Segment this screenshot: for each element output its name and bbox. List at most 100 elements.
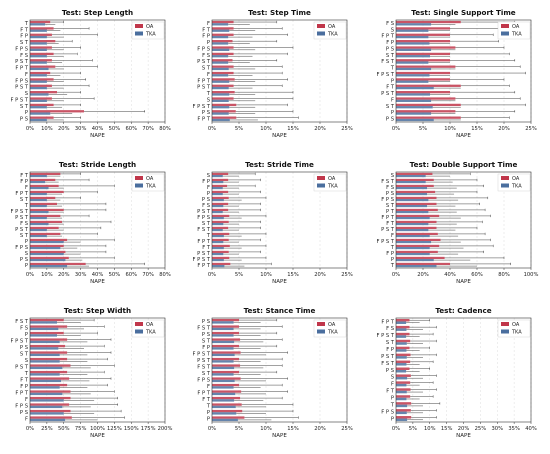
legend-label: TKA [511,32,522,38]
bar-oa [30,244,64,247]
x-tick-label: 10% [260,426,272,432]
bar-oa [212,338,241,341]
category-label: F P [386,347,394,353]
bar-oa [396,172,433,175]
category-label: S T [202,221,211,227]
category-label: S T [202,339,211,345]
x-tick-label: 25% [41,426,53,432]
category-label: F [25,72,28,78]
bar-tka [212,347,234,350]
x-tick-label: 10% [41,272,53,278]
bar-tka [30,334,57,337]
bar-oa [212,256,230,259]
category-label: F [391,97,394,103]
bar-tka [30,366,63,370]
bar-oa [212,20,234,24]
bar-tka [30,42,47,45]
bar-oa [396,339,411,343]
bar-oa [396,178,434,181]
legend-swatch [501,24,509,28]
x-tick-label: 50% [109,272,121,278]
category-label: F S [20,221,28,227]
bar-tka [30,235,47,238]
bar-oa [30,20,51,24]
legend-swatch [135,176,143,180]
bar-oa [30,214,61,217]
category-label: T [206,404,211,410]
category-label: F P T [381,34,394,40]
x-axis-label: NAPE [90,433,105,439]
category-label: F P S T [10,97,28,103]
bar-oa [396,238,441,241]
legend-label: TKA [145,32,156,38]
category-label: F P [20,179,28,185]
bar-oa [396,220,437,223]
category-label: P S T [15,215,29,221]
bar-oa [396,226,437,229]
category-label: F P S [15,404,28,410]
bar-tka [396,223,429,226]
x-axis-label: NAPE [272,133,287,139]
category-label: F P T [197,263,210,269]
bar-oa [212,65,234,68]
bar-oa [396,367,410,370]
category-label: S T [20,197,29,203]
category-label: F P T [15,66,28,72]
bar-tka [30,259,66,262]
legend-swatch [317,183,325,188]
category-label: P S [202,197,210,203]
category-label: F P S T [376,239,394,245]
category-label: P T [386,209,395,215]
bar-oa [212,116,237,119]
bar-tka [30,93,49,96]
category-label: S T [386,104,395,110]
bar-tka [396,93,431,96]
bar-oa [212,331,239,335]
category-label: P S T [381,354,395,360]
category-label: F [391,233,394,239]
category-label: F S T [197,227,211,233]
category-label: F S T [197,326,211,332]
bar-tka [396,335,407,338]
x-tick-label: 100% [90,426,105,432]
bar-tka [396,265,437,268]
category-label: S T [202,371,211,377]
bar-tka [30,86,47,90]
bar-tka [212,99,229,102]
category-label: P S T [197,251,211,257]
bar-tka [30,35,47,39]
legend-label: OA [512,24,520,30]
category-label: T [390,263,395,269]
x-tick-label: 25% [341,126,353,132]
bar-oa [30,65,56,68]
bar-oa [30,238,68,241]
bar-oa [30,59,52,62]
bar-oa [212,172,229,175]
bar-oa [30,46,52,49]
x-tick-label: 100% [524,272,539,278]
bar-tka [212,23,229,26]
bar-tka [212,74,229,77]
category-label: F [391,382,394,388]
bar-oa [396,84,461,87]
x-axis-label: NAPE [456,279,471,285]
bar-tka [212,241,224,244]
plot-frame [211,19,348,123]
bar-oa [30,178,56,181]
bar-oa [212,396,241,400]
bar-oa [396,71,450,75]
category-label: F P S [197,46,210,52]
bar-tka [396,106,433,109]
bar-tka [396,235,430,238]
category-label: P S [20,257,28,263]
bar-tka [30,99,47,102]
category-label: P S T [15,365,29,371]
bar-oa [30,416,72,419]
x-tick-label: 50% [58,426,70,432]
x-axis-label: NAPE [272,433,287,439]
bar-oa [30,202,57,205]
legend-swatch [317,322,325,326]
bar-tka [30,193,47,196]
